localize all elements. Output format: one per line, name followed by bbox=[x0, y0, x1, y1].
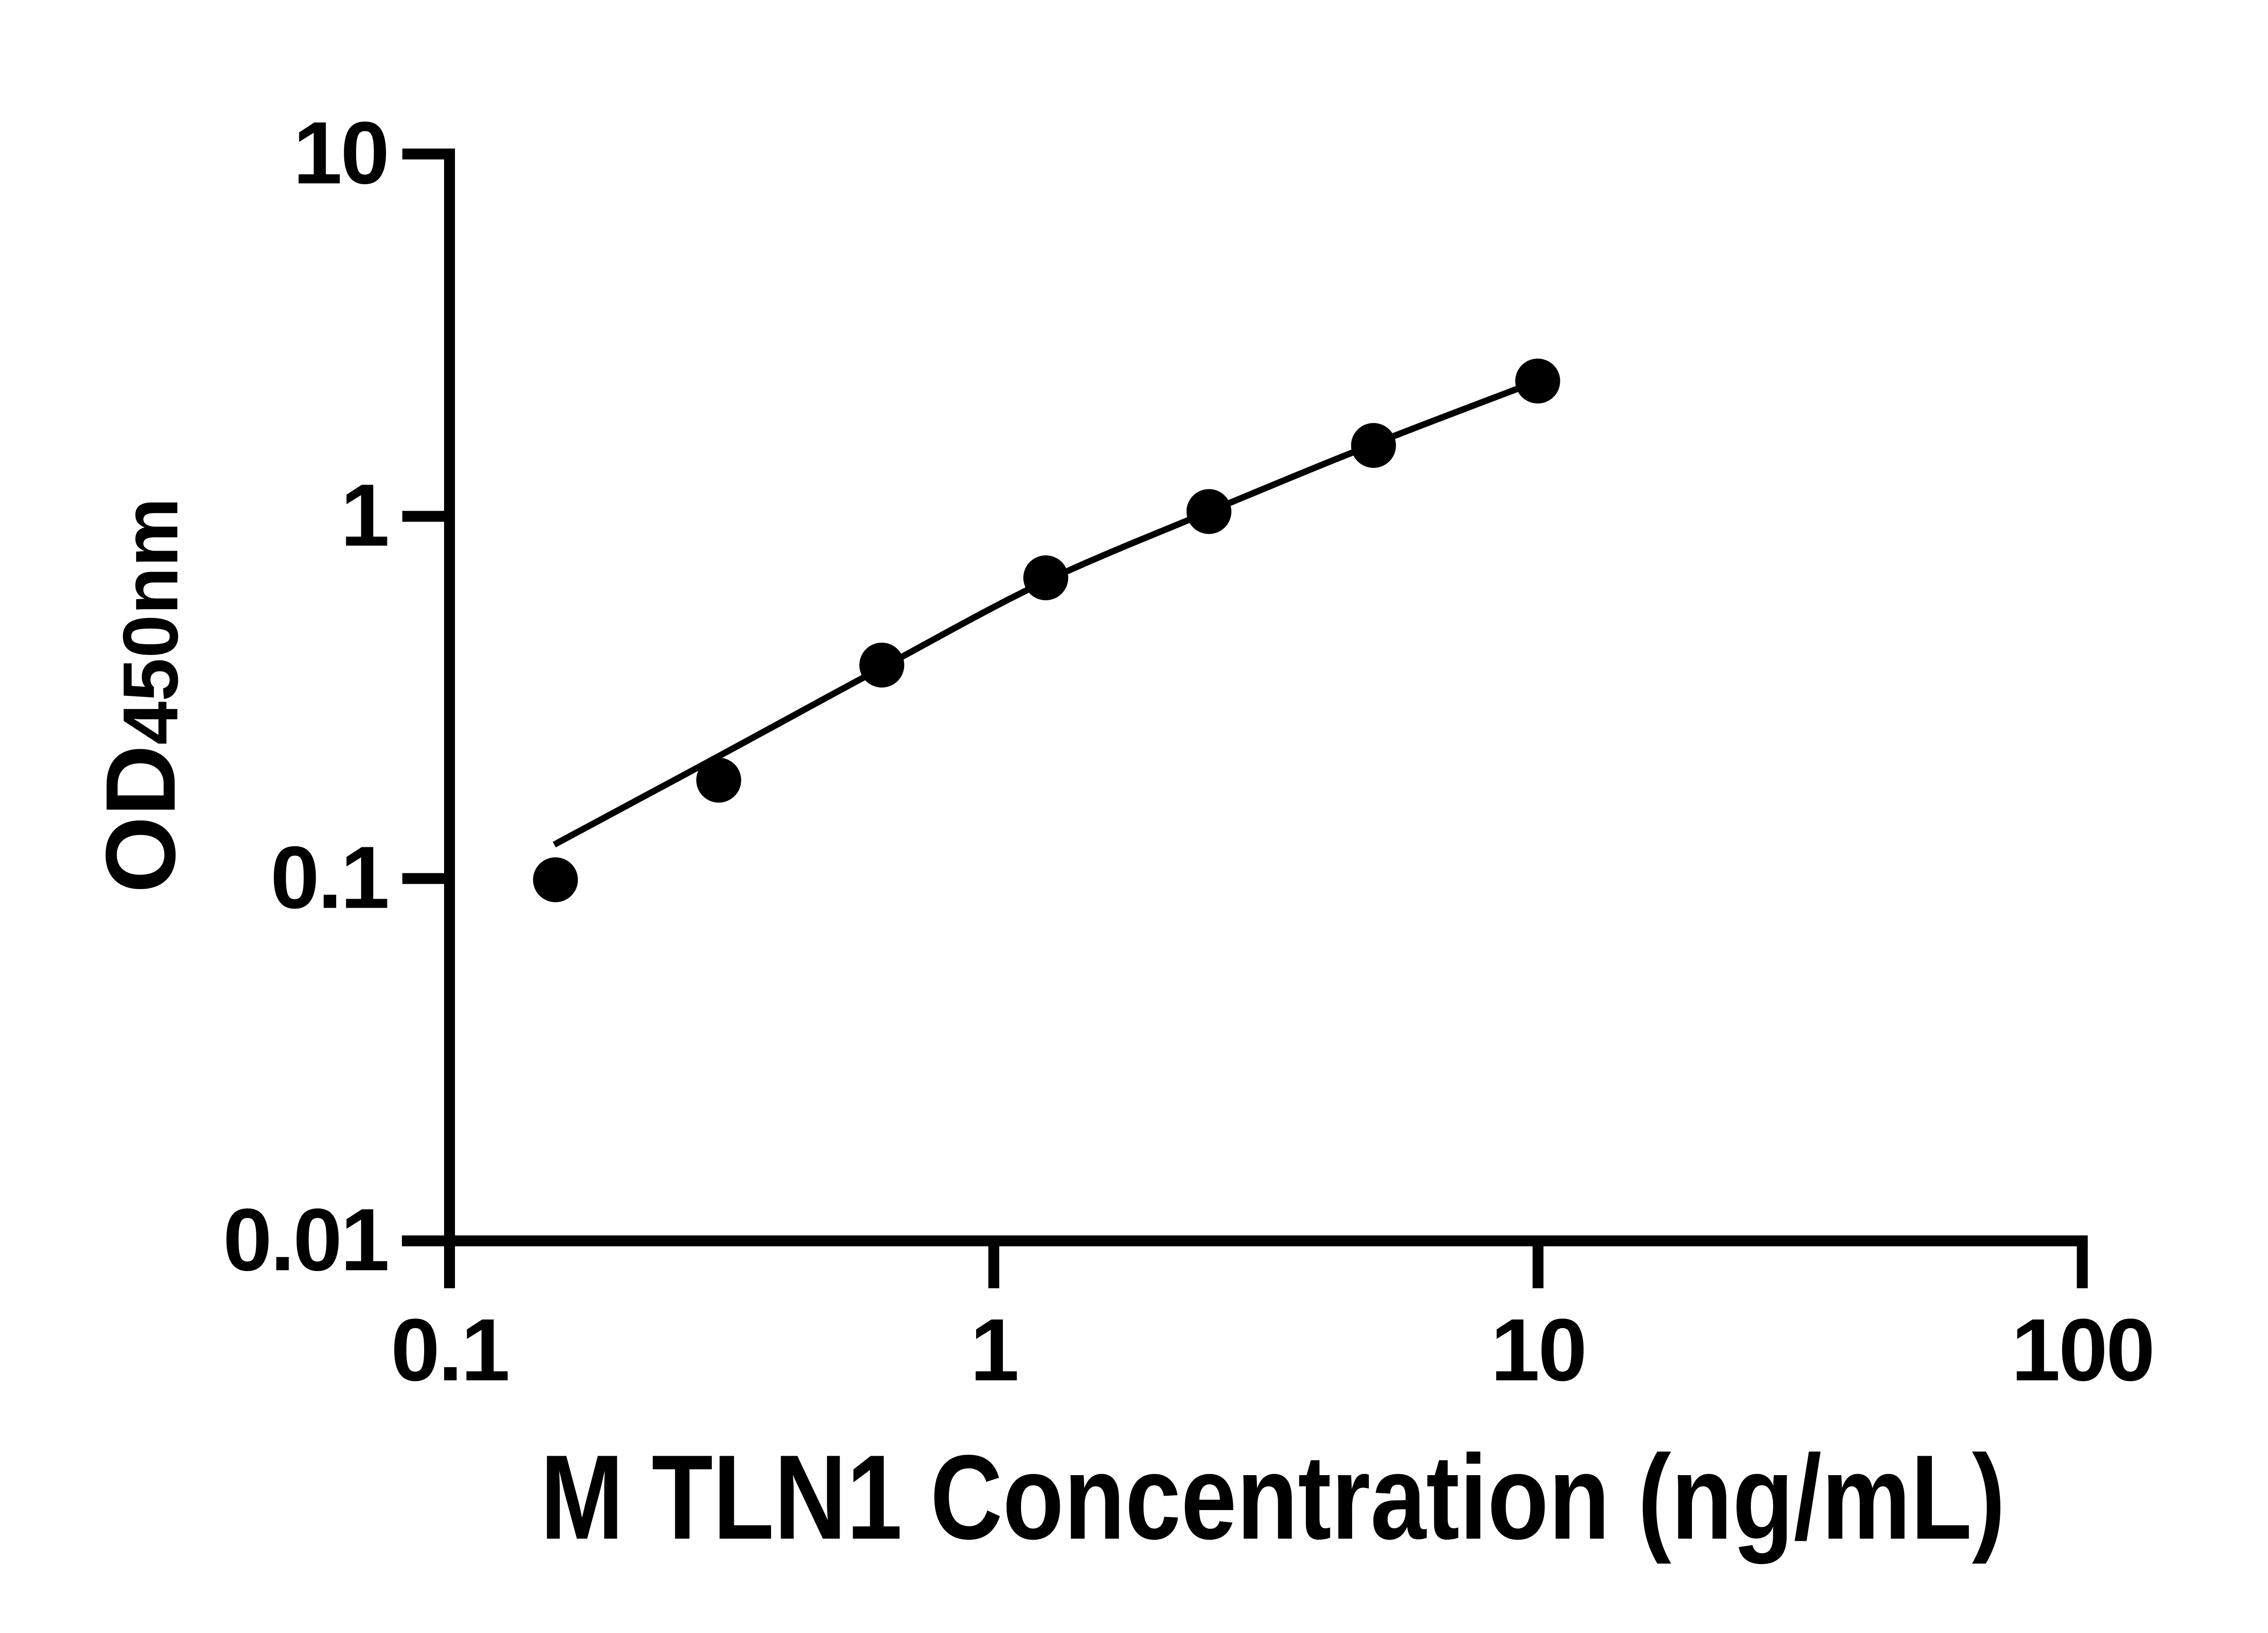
svg-text:100: 100 bbox=[2011, 1301, 2153, 1399]
svg-text:1: 1 bbox=[341, 466, 388, 565]
svg-text:0.1: 0.1 bbox=[391, 1301, 508, 1399]
svg-text:M TLN1 Concentration (ng/mL): M TLN1 Concentration (ng/mL) bbox=[540, 1430, 2005, 1565]
svg-text:10: 10 bbox=[293, 103, 388, 202]
svg-text:OD450nm: OD450nm bbox=[86, 498, 196, 893]
svg-text:1: 1 bbox=[970, 1301, 1017, 1399]
svg-text:0.1: 0.1 bbox=[270, 828, 388, 927]
svg-text:0.01: 0.01 bbox=[223, 1190, 388, 1289]
svg-text:10: 10 bbox=[1491, 1301, 1585, 1399]
